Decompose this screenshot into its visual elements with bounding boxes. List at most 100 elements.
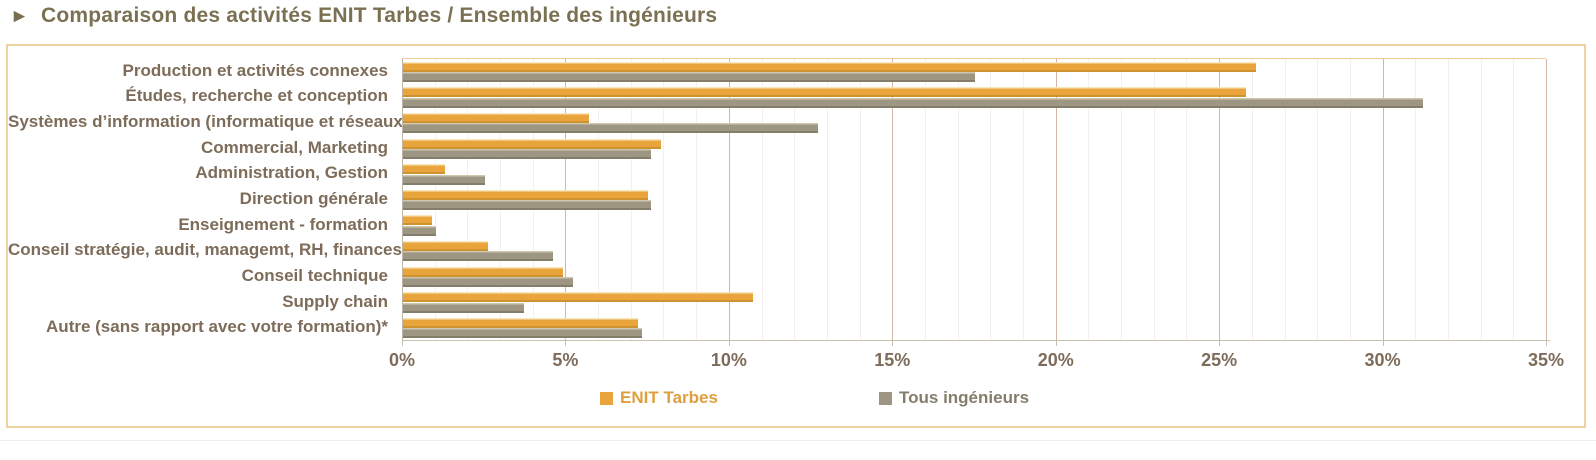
bar-tous-ingenieurs	[403, 148, 652, 159]
bar-tous-ingenieurs	[403, 225, 436, 236]
gridline-minor	[1284, 59, 1286, 341]
gridline-minor	[1088, 59, 1090, 341]
gridline-major	[1382, 59, 1384, 341]
gridline-minor	[1480, 59, 1482, 341]
category-label: Administration, Gestion	[195, 163, 388, 183]
x-axis-tick	[728, 341, 730, 346]
x-axis-tick-label: 15%	[874, 350, 911, 370]
x-axis-tick	[565, 341, 567, 346]
category-label: Direction générale	[239, 189, 388, 208]
x-axis: 0% 5% 10% 15% 20% 25% 30% 35%	[389, 46, 1564, 426]
gridline-major	[565, 59, 567, 341]
category-label: Production et activités connexes	[122, 60, 388, 80]
gridline-major	[1546, 59, 1547, 341]
gridline-minor	[1023, 59, 1025, 341]
bar-tous-ingenieurs	[403, 174, 485, 185]
x-axis-tick-label: 5%	[552, 350, 579, 370]
x-axis-tick-label: 0%	[388, 350, 416, 370]
gridline-major	[728, 59, 730, 341]
bar-tous-ingenieurs	[403, 277, 573, 288]
gridline-minor	[1349, 59, 1351, 341]
bar-enit-tarbes	[403, 292, 753, 303]
bar-enit-tarbes	[403, 164, 446, 175]
bar-enit-tarbes	[403, 241, 488, 252]
gridline-minor	[761, 59, 763, 341]
legend-item: Tous ingénieurs	[879, 388, 1029, 408]
bar-enit-tarbes	[403, 189, 649, 200]
category-label: Enseignement - formation	[178, 214, 388, 234]
x-axis-tick-label: 10%	[710, 350, 747, 370]
gridline-major	[402, 59, 403, 341]
category-label: Autre (sans rapport avec votre formation…	[46, 317, 388, 337]
gridline-minor	[1513, 59, 1515, 341]
bar-tous-ingenieurs	[403, 97, 1423, 108]
gridline-major	[1055, 59, 1057, 341]
category-axis: Production et activités connexes Études, …	[8, 58, 409, 340]
bar-tous-ingenieurs	[403, 251, 554, 262]
legend-label: ENIT Tarbes	[620, 388, 718, 407]
gridline-minor	[1186, 59, 1188, 341]
legend-swatch	[600, 391, 613, 405]
gridline-minor	[467, 59, 469, 341]
legend-label: Tous ingénieurs	[899, 388, 1030, 407]
divider	[0, 440, 1596, 441]
category-label: Conseil technique	[241, 265, 388, 285]
gridline-major	[1219, 59, 1221, 341]
gridline-minor	[794, 59, 796, 341]
x-axis-tick-label: 30%	[1364, 350, 1401, 370]
gridline-minor	[859, 59, 861, 341]
bar-tous-ingenieurs	[403, 72, 975, 82]
chart-title-row: ► Comparaison des activités ENIT Tarbes …	[10, 4, 717, 28]
bar-tous-ingenieurs	[403, 302, 524, 313]
category-label: Études, recherche et conception	[125, 86, 388, 106]
gridline-minor	[532, 59, 534, 341]
gridline-minor	[696, 59, 698, 341]
gridline-minor	[990, 59, 992, 341]
bar-enit-tarbes	[403, 317, 639, 328]
bar-enit-tarbes	[403, 112, 590, 123]
gridline-minor	[1317, 59, 1319, 341]
bar-enit-tarbes	[403, 266, 564, 277]
gridline-minor	[1251, 59, 1253, 341]
x-axis-tick-label: 35%	[1527, 350, 1565, 370]
gridline-minor	[957, 59, 959, 341]
category-label: Conseil stratégie, audit, managemt, RH, …	[8, 240, 402, 260]
gridline-minor	[1415, 59, 1417, 341]
bar-tous-ingenieurs	[403, 328, 642, 339]
x-axis-tick	[892, 341, 894, 346]
gridline-minor	[1153, 59, 1155, 341]
chart-panel: Production et activités connexes Études, …	[6, 44, 1586, 428]
x-axis-tick-label: 20%	[1037, 350, 1074, 370]
x-axis-tick	[1382, 341, 1384, 346]
category-label: Supply chain	[282, 291, 388, 311]
gridline-minor	[598, 59, 600, 341]
plot-area	[402, 58, 1547, 341]
bar-enit-tarbes	[403, 87, 1247, 98]
gridline-minor	[1447, 59, 1449, 341]
gridline-minor	[663, 59, 665, 341]
gridline-minor	[500, 59, 502, 341]
bar-tous-ingenieurs	[403, 123, 819, 134]
x-axis-line	[402, 340, 1550, 341]
page-title: Comparaison des activités ENIT Tarbes / …	[41, 4, 718, 27]
bar-enit-tarbes	[403, 215, 433, 226]
gridline-minor	[630, 59, 632, 341]
gridline-minor	[1121, 59, 1123, 341]
gridline-minor	[924, 59, 926, 341]
x-axis-tick-label: 25%	[1201, 350, 1238, 370]
bar-enit-tarbes	[403, 61, 1257, 72]
right-pointer-icon: ►	[10, 5, 30, 27]
category-label: Systèmes d’information (informatique et …	[8, 112, 409, 132]
gridline-major	[892, 59, 894, 341]
gridline-minor	[826, 59, 828, 341]
x-axis-tick	[1219, 341, 1221, 346]
legend-item: ENIT Tarbes	[600, 388, 718, 408]
category-label: Commercial, Marketing	[200, 137, 388, 157]
x-axis-tick	[402, 341, 403, 346]
bar-enit-tarbes	[403, 138, 662, 149]
legend-swatch	[879, 391, 892, 405]
bar-tous-ingenieurs	[403, 200, 652, 211]
x-axis-tick	[1055, 341, 1057, 346]
x-axis-tick	[1546, 341, 1547, 346]
